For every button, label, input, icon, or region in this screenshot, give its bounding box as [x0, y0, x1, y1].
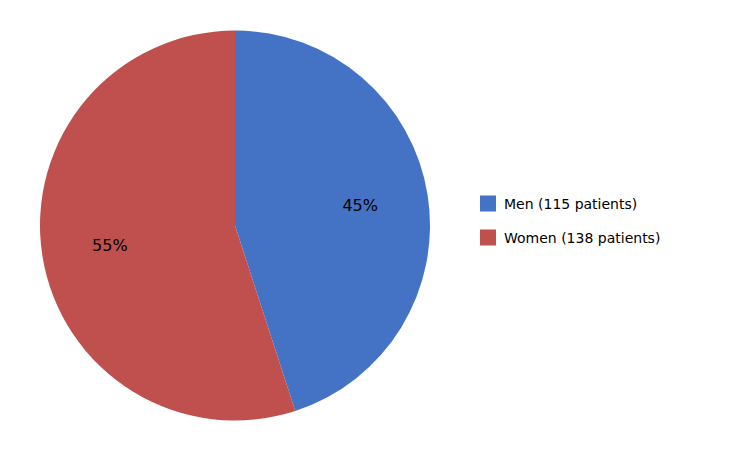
legend-label: Men (115 patients)	[504, 196, 637, 212]
pie	[40, 31, 430, 421]
data-labels: 45% 55%	[92, 196, 378, 255]
legend-item: Women (138 patients)	[480, 230, 660, 246]
legend-label: Women (138 patients)	[504, 230, 660, 246]
legend-swatch	[480, 230, 496, 246]
data-label: 55%	[92, 236, 128, 255]
chart: 45% 55% Men (115 patients) Women (138 patie…	[0, 0, 752, 451]
legend: Men (115 patients) Women (138 patients)	[480, 196, 660, 246]
data-label: 45%	[342, 196, 378, 215]
legend-swatch	[480, 196, 496, 212]
legend-item: Men (115 patients)	[480, 196, 637, 212]
pie-slice	[40, 31, 295, 421]
